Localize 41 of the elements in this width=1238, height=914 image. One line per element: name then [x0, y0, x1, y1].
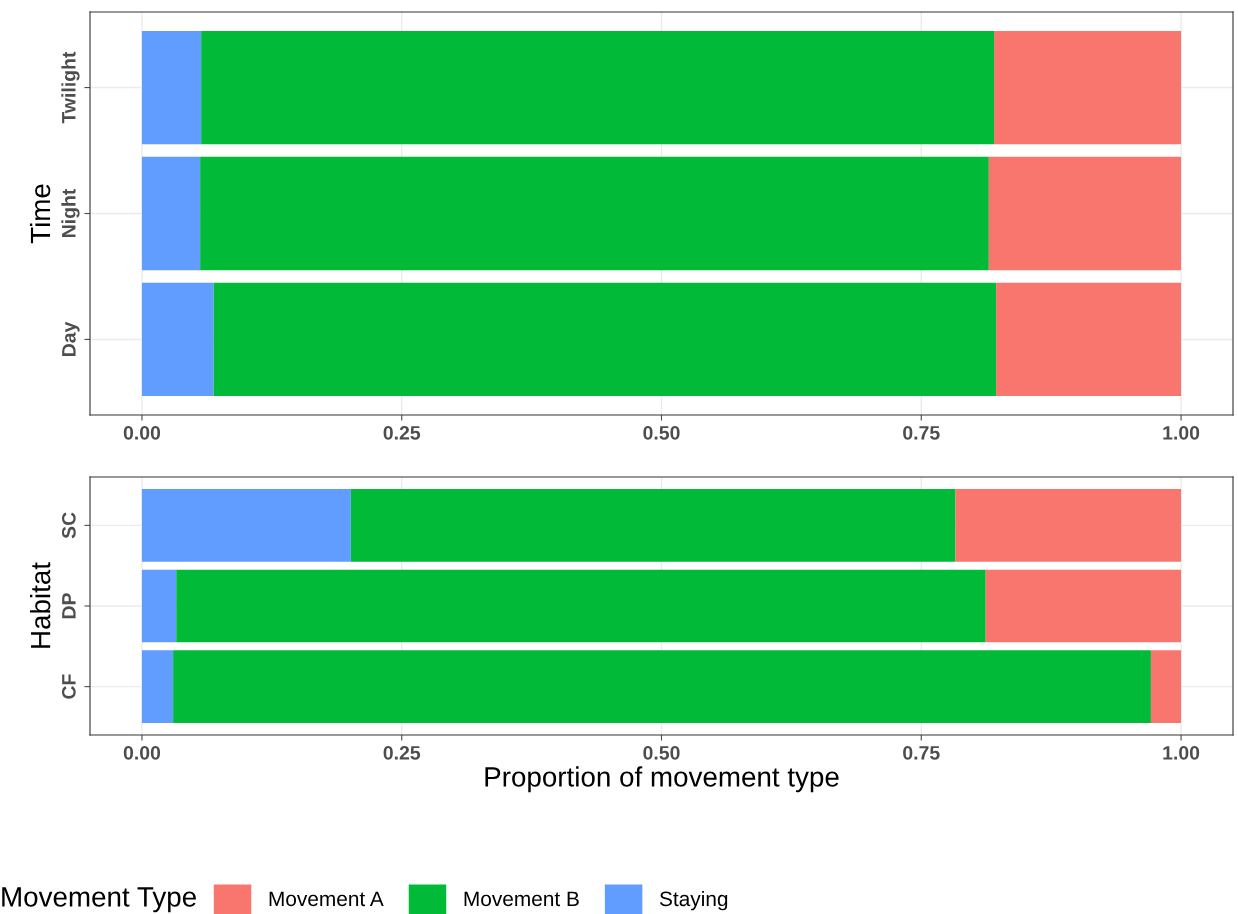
legend-label: Movement A: [269, 891, 384, 907]
bar: [994, 30, 1182, 145]
x-tick-label: 1.00: [1163, 425, 1200, 440]
x-tick-label: 0.75: [903, 425, 940, 440]
x-tick-label: 0.50: [643, 745, 680, 760]
bar: [141, 489, 351, 562]
bar: [1150, 650, 1182, 723]
y-tick-label: DP: [62, 593, 76, 619]
bar: [141, 282, 214, 397]
y-axis-title: Time: [29, 184, 51, 244]
x-tick-label: 0.00: [123, 745, 161, 760]
legend-label: Staying: [659, 890, 728, 911]
legend-title: Movement Type: [2, 887, 196, 913]
x-tick-label: 0.50: [643, 425, 680, 440]
bar: [988, 156, 1182, 271]
x-tick-label: 0.25: [383, 425, 421, 440]
bar: [350, 489, 956, 562]
bar: [173, 650, 1151, 723]
bar: [201, 30, 995, 145]
bar: [176, 569, 986, 643]
bar: [213, 282, 997, 397]
bar: [141, 30, 202, 145]
x-tick-label: 1.00: [1163, 745, 1200, 760]
bar: [141, 569, 177, 643]
x-axis-title: Proportion of movement type: [485, 766, 839, 793]
bar: [955, 489, 1182, 562]
bar: [200, 156, 989, 271]
x-tick-label: 0.00: [123, 425, 161, 440]
bar: [996, 282, 1182, 397]
y-tick-label: Night: [61, 188, 80, 238]
y-tick-label: SC: [61, 512, 76, 539]
bar: [141, 650, 174, 723]
bar: [985, 569, 1182, 643]
y-tick-label: Twilight: [61, 51, 80, 124]
y-tick-label: CF: [61, 674, 76, 699]
x-tick-label: 0.75: [903, 745, 940, 760]
y-axis-title: Habitat: [30, 562, 51, 648]
x-tick-label: 0.25: [383, 745, 421, 760]
y-tick-label: Day: [62, 321, 80, 356]
legend-label: Movement B: [464, 891, 579, 907]
bar: [141, 156, 201, 271]
